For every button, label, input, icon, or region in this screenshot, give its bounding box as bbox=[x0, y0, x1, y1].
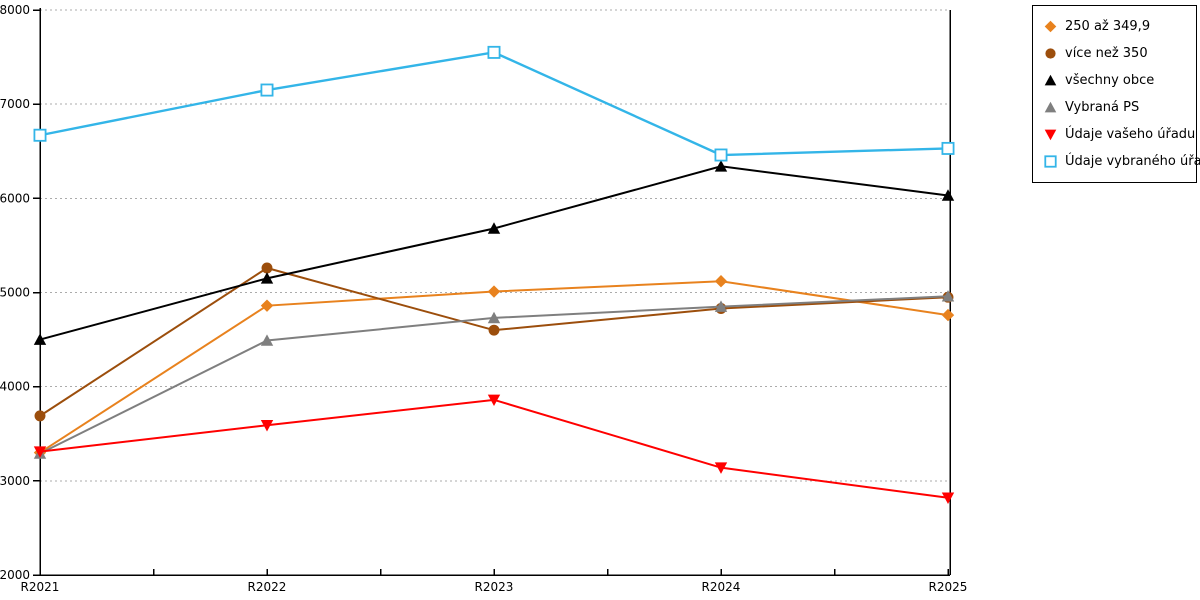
triangle-down-marker bbox=[941, 492, 955, 504]
y-tick-label: 2000 bbox=[0, 568, 30, 582]
legend-label: 250 až 349,9 bbox=[1065, 19, 1151, 34]
series-line-250-az-349-9 bbox=[39, 280, 949, 454]
y-tick-label: 4000 bbox=[0, 380, 30, 394]
circle-marker bbox=[261, 262, 273, 274]
triangle-up-marker bbox=[941, 189, 955, 201]
triangle-up-marker bbox=[33, 333, 47, 345]
legend-item-vice-nez-350: více než 350 bbox=[1043, 45, 1186, 62]
diamond-marker bbox=[487, 285, 501, 298]
y-tick-label: 6000 bbox=[0, 191, 30, 205]
legend-label: více než 350 bbox=[1065, 46, 1148, 61]
series-udaje-vaseho-uradu bbox=[33, 394, 955, 504]
x-tick-label: R2025 bbox=[929, 580, 968, 594]
triangle-up-marker bbox=[260, 334, 274, 346]
axes: 2000 3000 4000 5000 6000 7000 8000 R2021 R2022 R2… bbox=[0, 3, 967, 594]
square-open-icon bbox=[1044, 155, 1057, 168]
triangle-up-marker bbox=[487, 311, 501, 324]
diamond-marker bbox=[260, 299, 274, 312]
triangle-up-marker bbox=[487, 222, 501, 234]
triangle-up-marker bbox=[941, 290, 955, 302]
series-vsechny-obce bbox=[33, 160, 955, 345]
legend-label: Údaje vašeho úřadu bbox=[1065, 127, 1196, 142]
square-open-marker bbox=[260, 83, 274, 97]
square-open-marker bbox=[33, 128, 47, 142]
circle-marker bbox=[34, 410, 46, 422]
triangle-down-marker bbox=[260, 420, 274, 432]
triangle-up-marker bbox=[260, 272, 274, 284]
legend-item-vybrana-ps: Vybraná PS bbox=[1043, 99, 1186, 116]
legend-item-udaje-vaseho-uradu: Údaje vašeho úřadu bbox=[1043, 126, 1195, 143]
triangle-up-icon bbox=[1044, 74, 1057, 86]
y-tick-label: 7000 bbox=[0, 97, 30, 111]
legend-label: Údaje vybraného úřadu bbox=[1065, 154, 1200, 169]
legend-item-udaje-vybraneho-uradu: Údaje vybraného úřadu bbox=[1043, 153, 1200, 170]
x-tick-label: R2022 bbox=[248, 580, 287, 594]
square-open-marker bbox=[487, 45, 501, 59]
x-tick-label: R2024 bbox=[702, 580, 741, 594]
triangle-down-marker bbox=[487, 394, 501, 407]
legend: 250 až 349,9 více než 350 všechny obce Vybr… bbox=[1032, 5, 1200, 183]
triangle-down-icon bbox=[1044, 129, 1057, 141]
x-tick-label: R2021 bbox=[21, 580, 60, 594]
triangle-up-icon bbox=[1044, 101, 1057, 113]
y-tick-label: 5000 bbox=[0, 286, 30, 300]
y-tick-label: 3000 bbox=[0, 474, 30, 488]
series-udaje-vybraneho-uradu bbox=[33, 45, 955, 162]
series-line-udaje-vaseho-uradu bbox=[39, 398, 949, 499]
diamond-marker bbox=[941, 308, 955, 322]
triangle-up-marker bbox=[714, 160, 728, 172]
circle-marker bbox=[488, 324, 500, 336]
circle-icon bbox=[1045, 48, 1056, 59]
legend-label: Vybraná PS bbox=[1065, 100, 1140, 115]
legend-item-250-az-349-9: 250 až 349,9 bbox=[1043, 18, 1186, 35]
y-tick-label: 8000 bbox=[0, 3, 30, 17]
square-open-marker bbox=[714, 148, 728, 162]
triangle-up-marker bbox=[714, 300, 728, 312]
diamond-icon bbox=[1044, 20, 1057, 33]
triangle-down-marker bbox=[33, 446, 47, 458]
series-vybrana-ps bbox=[33, 290, 955, 459]
square-open-marker bbox=[941, 141, 955, 155]
triangle-down-marker bbox=[714, 462, 728, 474]
gridlines bbox=[40, 9, 950, 482]
legend-label: všechny obce bbox=[1065, 73, 1155, 88]
x-tick-label: R2023 bbox=[475, 580, 514, 594]
legend-item-vsechny-obce: všechny obce bbox=[1043, 72, 1186, 89]
diamond-marker bbox=[714, 275, 728, 288]
